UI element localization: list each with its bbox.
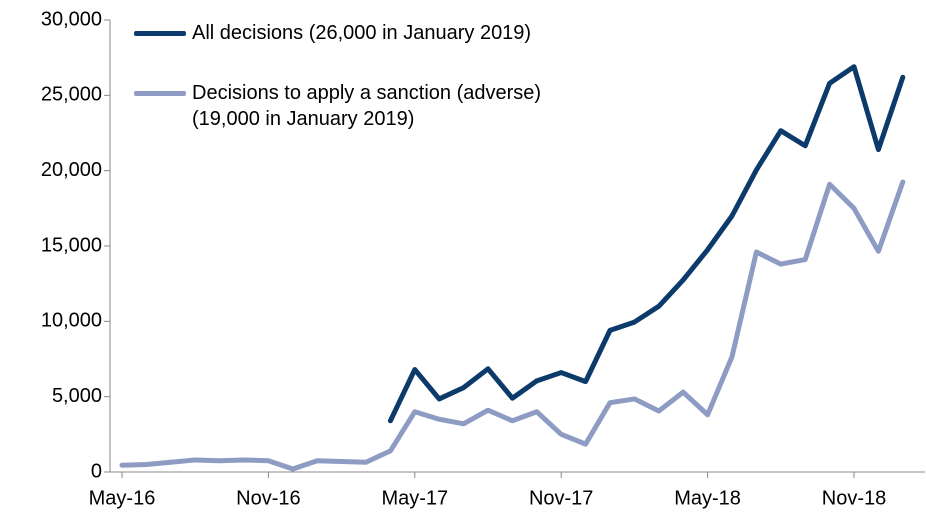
legend-label: All decisions (26,000 in January 2019) xyxy=(192,22,532,44)
x-tick-label: Nov-18 xyxy=(822,487,886,509)
x-tick-label: May-18 xyxy=(674,487,741,509)
y-tick-label: 25,000 xyxy=(41,84,102,106)
y-tick-label: 15,000 xyxy=(41,234,102,256)
x-tick-label: May-16 xyxy=(89,487,156,509)
x-tick-label: Nov-17 xyxy=(529,487,593,509)
legend-swatch xyxy=(134,91,186,96)
y-tick-label: 20,000 xyxy=(41,159,102,181)
series-line xyxy=(387,64,906,424)
y-tick-label: 5,000 xyxy=(52,385,102,407)
legend-label: Decisions to apply a sanction (adverse) … xyxy=(192,82,542,130)
series-line xyxy=(119,179,906,472)
x-tick-label: May-17 xyxy=(381,487,448,509)
y-tick-label: 30,000 xyxy=(41,8,102,30)
x-tick-label: Nov-16 xyxy=(236,487,300,509)
y-tick-label: 10,000 xyxy=(41,310,102,332)
legend-swatch xyxy=(134,31,186,36)
y-tick-label: 0 xyxy=(91,460,102,482)
